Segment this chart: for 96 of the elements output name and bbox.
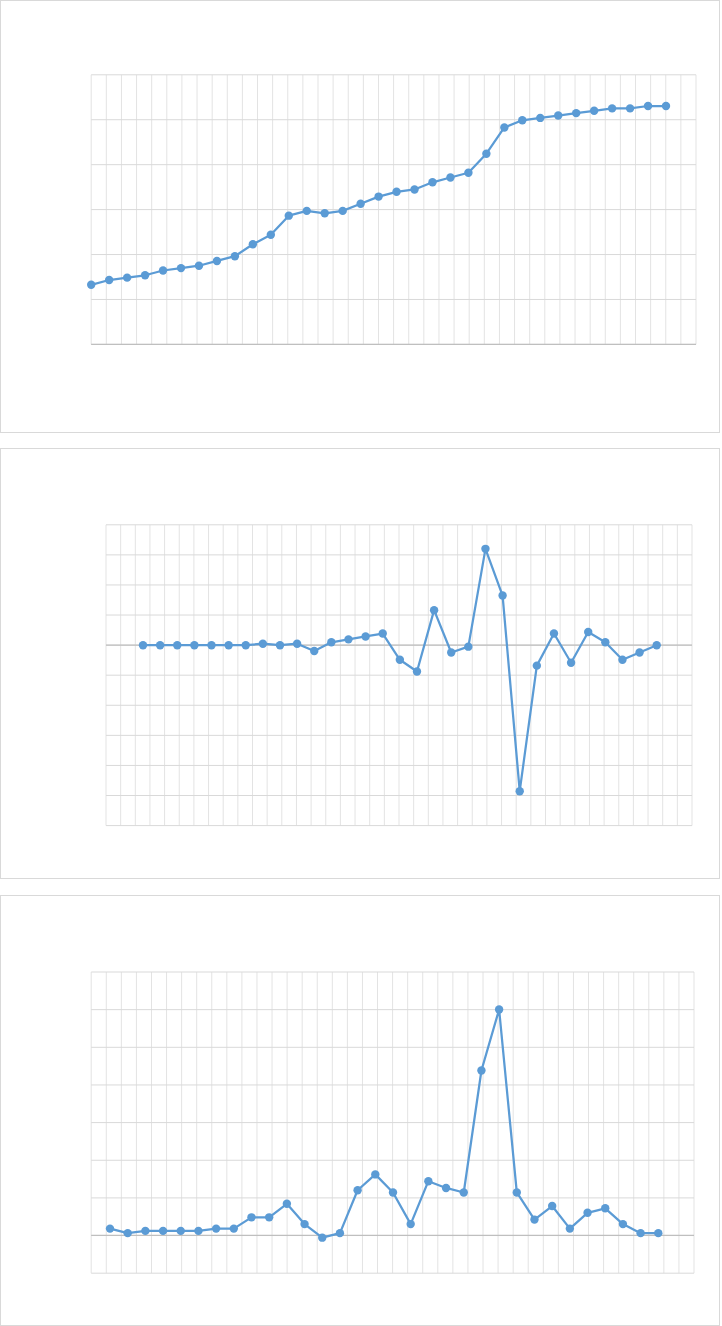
point xyxy=(105,1224,115,1233)
point xyxy=(601,1204,610,1213)
point xyxy=(661,101,671,111)
point xyxy=(429,605,439,615)
point xyxy=(547,1201,557,1211)
point xyxy=(428,178,437,187)
point xyxy=(464,168,473,177)
point xyxy=(589,106,599,115)
point xyxy=(122,273,132,282)
point xyxy=(571,108,581,118)
point xyxy=(412,667,422,676)
point xyxy=(275,641,285,650)
point xyxy=(424,1176,433,1186)
point xyxy=(212,256,222,266)
point xyxy=(554,111,563,120)
point xyxy=(481,544,490,554)
point xyxy=(378,629,387,638)
point xyxy=(138,641,148,650)
point xyxy=(356,199,365,208)
point xyxy=(636,1228,645,1238)
point xyxy=(292,639,302,648)
point xyxy=(158,1226,168,1236)
point xyxy=(395,655,405,664)
point xyxy=(518,116,527,125)
point xyxy=(512,1188,521,1197)
point xyxy=(446,173,455,182)
point xyxy=(87,280,96,289)
point xyxy=(207,641,216,650)
point xyxy=(123,1228,132,1238)
point xyxy=(643,101,653,111)
point xyxy=(194,261,204,270)
point xyxy=(282,1199,292,1208)
point xyxy=(241,641,250,650)
point xyxy=(338,206,347,216)
point xyxy=(176,1226,185,1236)
point xyxy=(388,1188,398,1197)
point xyxy=(565,1224,575,1233)
point xyxy=(266,230,276,239)
point xyxy=(264,1213,274,1222)
point xyxy=(327,638,336,647)
point xyxy=(176,263,186,273)
point xyxy=(459,1188,468,1197)
point xyxy=(515,787,524,796)
point xyxy=(229,1224,239,1233)
point xyxy=(155,641,165,650)
point xyxy=(318,1233,327,1242)
point xyxy=(374,192,383,201)
point xyxy=(477,1066,486,1075)
point xyxy=(447,648,456,657)
point xyxy=(353,1186,362,1195)
point xyxy=(406,1219,415,1229)
point xyxy=(530,1215,539,1224)
point xyxy=(464,642,473,651)
point xyxy=(104,275,114,285)
point xyxy=(618,655,627,664)
point xyxy=(566,658,576,667)
point xyxy=(361,632,370,641)
point xyxy=(310,646,319,656)
point xyxy=(300,1219,309,1229)
point xyxy=(654,1228,663,1238)
point xyxy=(494,1005,504,1014)
point xyxy=(211,1224,221,1233)
point xyxy=(320,209,329,218)
point xyxy=(652,641,661,650)
point xyxy=(194,1226,203,1236)
point xyxy=(284,211,293,220)
point xyxy=(302,206,311,216)
point xyxy=(618,1219,628,1229)
point xyxy=(190,641,199,650)
point xyxy=(635,648,644,657)
point xyxy=(441,1183,451,1193)
point xyxy=(584,627,593,637)
point xyxy=(410,185,419,194)
point xyxy=(344,635,353,644)
point xyxy=(335,1228,345,1238)
point xyxy=(532,661,542,670)
point xyxy=(625,104,635,113)
point xyxy=(258,639,268,648)
point xyxy=(140,271,150,280)
point xyxy=(371,1170,380,1179)
point xyxy=(549,629,559,638)
point xyxy=(583,1208,592,1218)
point xyxy=(248,240,258,249)
point xyxy=(247,1213,256,1222)
point xyxy=(601,638,610,647)
point xyxy=(392,187,401,197)
point xyxy=(224,641,233,650)
point xyxy=(230,251,240,261)
point xyxy=(500,123,509,132)
point xyxy=(482,149,491,158)
point xyxy=(536,113,545,123)
point xyxy=(173,641,182,650)
point xyxy=(158,266,168,275)
point xyxy=(141,1226,150,1236)
point xyxy=(607,104,617,113)
point xyxy=(498,591,507,600)
